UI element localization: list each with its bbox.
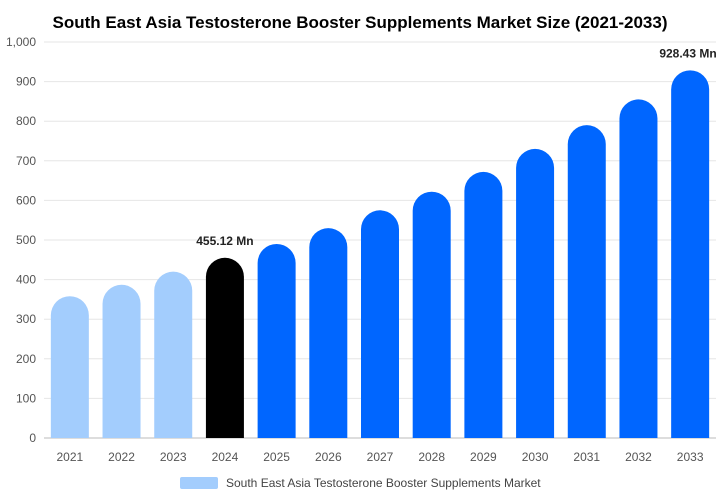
bar-2027[interactable]	[361, 210, 399, 438]
bar-2022[interactable]	[102, 284, 141, 438]
y-tick-label: 900	[16, 75, 36, 89]
y-tick-label: 700	[16, 154, 36, 168]
legend-label: South East Asia Testosterone Booster Sup…	[226, 476, 541, 490]
y-tick-label: 100	[16, 391, 36, 405]
y-tick-label: 600	[16, 193, 36, 207]
x-tick-label: 2022	[108, 450, 135, 464]
x-tick-label: 2021	[56, 450, 83, 464]
y-tick-label: 300	[16, 312, 36, 326]
x-tick-label: 2023	[160, 450, 187, 464]
legend[interactable]: South East Asia Testosterone Booster Sup…	[180, 476, 541, 490]
bar-2024[interactable]	[205, 257, 244, 438]
y-tick-label: 500	[16, 233, 36, 247]
data-label-2024: 455.12 Mn	[196, 234, 253, 248]
bar-2028[interactable]	[412, 191, 451, 438]
bar-2025[interactable]	[257, 243, 296, 438]
bar-2023[interactable]	[154, 271, 193, 438]
bar-2033[interactable]	[671, 70, 710, 438]
data-label-2033: 928.43 Mn	[659, 46, 716, 60]
x-tick-label: 2027	[367, 450, 394, 464]
y-axis: 0 100 200 300 400 500 600 700 800 900 1,000	[6, 35, 36, 445]
legend-swatch	[180, 477, 218, 489]
y-tick-label: 200	[16, 352, 36, 366]
y-tick-label: 1,000	[6, 35, 36, 49]
chart-title: South East Asia Testosterone Booster Sup…	[52, 13, 667, 32]
x-tick-label: 2032	[625, 450, 652, 464]
x-tick-label: 2025	[263, 450, 290, 464]
bar-2026[interactable]	[309, 228, 348, 438]
x-tick-label: 2030	[522, 450, 549, 464]
bar-2032[interactable]	[619, 99, 658, 439]
y-tick-label: 400	[16, 273, 36, 287]
x-tick-label: 2029	[470, 450, 497, 464]
bars	[50, 70, 710, 439]
x-tick-label: 2026	[315, 450, 342, 464]
bar-2021[interactable]	[50, 296, 89, 438]
data-labels: 455.12 Mn 928.43 Mn	[196, 46, 716, 247]
y-tick-label: 0	[29, 431, 36, 445]
x-tick-label: 2033	[677, 450, 704, 464]
bar-2030[interactable]	[516, 148, 555, 439]
x-axis: 2021 2022 2023 2024 2025 2026 2027 2028 2029 2030…	[56, 450, 703, 464]
y-tick-label: 800	[16, 114, 36, 128]
bar-2031[interactable]	[567, 125, 606, 438]
x-tick-label: 2024	[212, 450, 239, 464]
bar-2029[interactable]	[464, 171, 503, 438]
x-tick-label: 2028	[418, 450, 445, 464]
x-tick-label: 2031	[573, 450, 600, 464]
